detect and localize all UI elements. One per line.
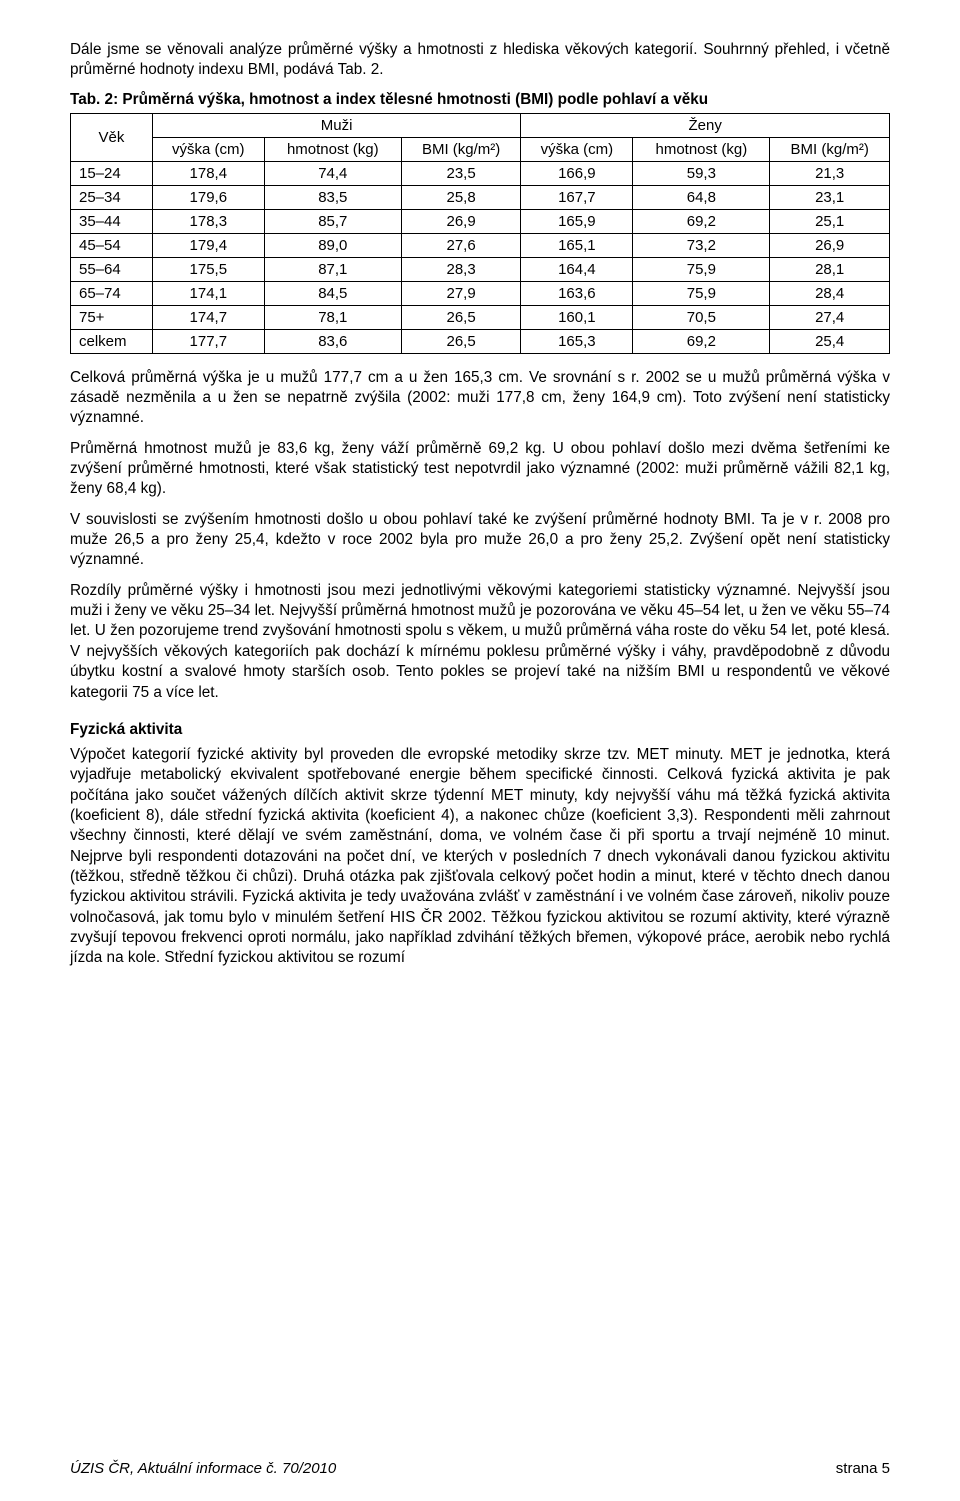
table-cell: 28,1 xyxy=(770,257,890,281)
table-cell: celkem xyxy=(71,329,153,353)
table-row: 55–64175,587,128,3164,475,928,1 xyxy=(71,257,890,281)
table-cell: 27,4 xyxy=(770,305,890,329)
table-cell: 75+ xyxy=(71,305,153,329)
table-cell: 177,7 xyxy=(152,329,264,353)
table-cell: 84,5 xyxy=(264,281,401,305)
table-cell: 89,0 xyxy=(264,233,401,257)
table-cell: 179,6 xyxy=(152,185,264,209)
table-body: 15–24178,474,423,5166,959,321,325–34179,… xyxy=(71,161,890,353)
table-cell: 23,1 xyxy=(770,185,890,209)
table-cell: 178,4 xyxy=(152,161,264,185)
table-cell: 160,1 xyxy=(521,305,633,329)
table-cell: 85,7 xyxy=(264,209,401,233)
table-row: 45–54179,489,027,6165,173,226,9 xyxy=(71,233,890,257)
table-cell: 167,7 xyxy=(521,185,633,209)
table-row: 25–34179,683,525,8167,764,823,1 xyxy=(71,185,890,209)
table-row: 15–24178,474,423,5166,959,321,3 xyxy=(71,161,890,185)
table-cell: 55–64 xyxy=(71,257,153,281)
footer-page: strana 5 xyxy=(836,1460,890,1477)
table-cell: 75,9 xyxy=(633,281,770,305)
table-cell: 73,2 xyxy=(633,233,770,257)
section-heading: Fyzická aktivita xyxy=(70,721,890,739)
table-cell: 69,2 xyxy=(633,329,770,353)
table-row: 65–74174,184,527,9163,675,928,4 xyxy=(71,281,890,305)
table-cell: 27,6 xyxy=(401,233,521,257)
table-cell: 64,8 xyxy=(633,185,770,209)
table-cell: 74,4 xyxy=(264,161,401,185)
table-cell: 163,6 xyxy=(521,281,633,305)
table-cell: 179,4 xyxy=(152,233,264,257)
table-cell: 75,9 xyxy=(633,257,770,281)
paragraph-weight: Průměrná hmotnost mužů je 83,6 kg, ženy … xyxy=(70,439,890,500)
table-cell: 26,5 xyxy=(401,329,521,353)
table-cell: 174,7 xyxy=(152,305,264,329)
table-cell: 164,4 xyxy=(521,257,633,281)
col-age-header: Věk xyxy=(71,113,153,161)
table-cell: 21,3 xyxy=(770,161,890,185)
page-footer: ÚZIS ČR, Aktuální informace č. 70/2010 s… xyxy=(70,1460,890,1477)
table-cell: 166,9 xyxy=(521,161,633,185)
table-cell: 35–44 xyxy=(71,209,153,233)
intro-paragraph: Dále jsme se věnovali analýze průměrné v… xyxy=(70,40,890,81)
paragraph-bmi: V souvislosti se zvýšením hmotnosti došl… xyxy=(70,510,890,571)
table-cell: 27,9 xyxy=(401,281,521,305)
col-men-header: Muži xyxy=(152,113,521,137)
table-cell: 28,3 xyxy=(401,257,521,281)
table-cell: 26,9 xyxy=(401,209,521,233)
table-cell: 45–54 xyxy=(71,233,153,257)
table-cell: 15–24 xyxy=(71,161,153,185)
col-women-height: výška (cm) xyxy=(521,137,633,161)
col-men-height: výška (cm) xyxy=(152,137,264,161)
section-paragraph: Výpočet kategorií fyzické aktivity byl p… xyxy=(70,745,890,969)
col-men-bmi: BMI (kg/m²) xyxy=(401,137,521,161)
table-cell: 25,8 xyxy=(401,185,521,209)
col-women-bmi: BMI (kg/m²) xyxy=(770,137,890,161)
table-row: 75+174,778,126,5160,170,527,4 xyxy=(71,305,890,329)
table-cell: 25–34 xyxy=(71,185,153,209)
table-row: celkem177,783,626,5165,369,225,4 xyxy=(71,329,890,353)
table-cell: 83,5 xyxy=(264,185,401,209)
table-cell: 25,4 xyxy=(770,329,890,353)
footer-source: ÚZIS ČR, Aktuální informace č. 70/2010 xyxy=(70,1460,336,1477)
table-cell: 26,5 xyxy=(401,305,521,329)
table-cell: 69,2 xyxy=(633,209,770,233)
table-cell: 87,1 xyxy=(264,257,401,281)
table-cell: 178,3 xyxy=(152,209,264,233)
table-cell: 175,5 xyxy=(152,257,264,281)
col-women-header: Ženy xyxy=(521,113,890,137)
table-cell: 165,1 xyxy=(521,233,633,257)
table-cell: 65–74 xyxy=(71,281,153,305)
table-cell: 23,5 xyxy=(401,161,521,185)
table-cell: 165,3 xyxy=(521,329,633,353)
col-men-weight: hmotnost (kg) xyxy=(264,137,401,161)
table-cell: 78,1 xyxy=(264,305,401,329)
table-row: 35–44178,385,726,9165,969,225,1 xyxy=(71,209,890,233)
table-cell: 70,5 xyxy=(633,305,770,329)
table-cell: 165,9 xyxy=(521,209,633,233)
table-cell: 174,1 xyxy=(152,281,264,305)
table-cell: 59,3 xyxy=(633,161,770,185)
table-caption: Tab. 2: Průměrná výška, hmotnost a index… xyxy=(70,91,890,109)
bmi-table: Věk Muži Ženy výška (cm) hmotnost (kg) B… xyxy=(70,113,890,354)
table-cell: 83,6 xyxy=(264,329,401,353)
table-cell: 28,4 xyxy=(770,281,890,305)
table-cell: 26,9 xyxy=(770,233,890,257)
paragraph-height: Celková průměrná výška je u mužů 177,7 c… xyxy=(70,368,890,429)
col-women-weight: hmotnost (kg) xyxy=(633,137,770,161)
table-cell: 25,1 xyxy=(770,209,890,233)
paragraph-age-diff: Rozdíly průměrné výšky i hmotnosti jsou … xyxy=(70,581,890,703)
